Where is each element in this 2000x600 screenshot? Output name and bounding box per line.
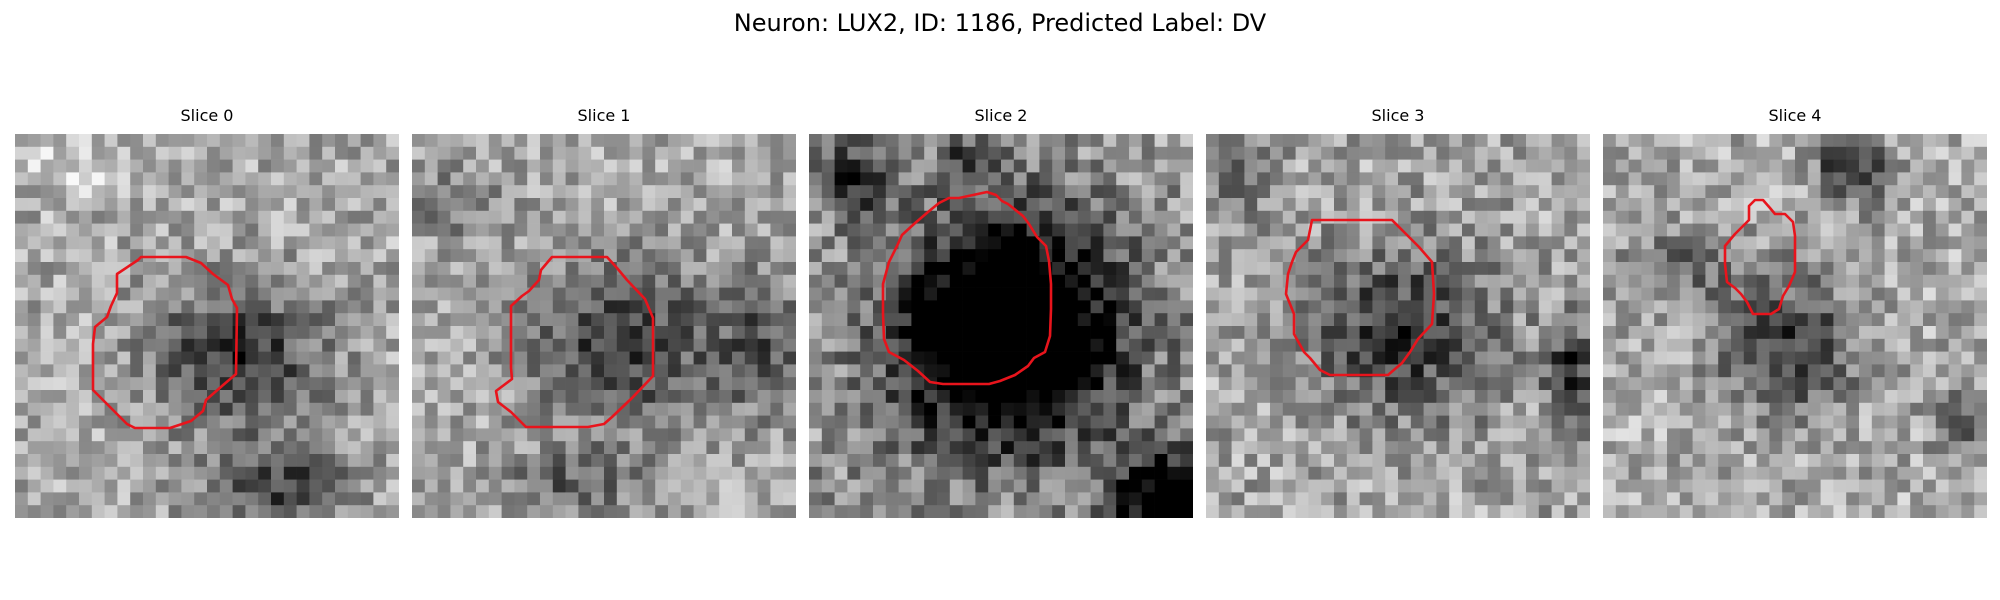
slice-pixels <box>15 134 399 518</box>
slice-title-1: Slice 1 <box>577 106 631 125</box>
slice-image-1 <box>412 134 796 518</box>
slice-title-2: Slice 2 <box>974 106 1028 125</box>
slice-pixels <box>412 134 796 518</box>
slice-pixels <box>809 134 1193 518</box>
roi-contour <box>881 190 1053 386</box>
slice-pixels <box>1603 134 1987 518</box>
slice-image-3 <box>1206 134 1590 518</box>
roi-contour <box>494 255 655 429</box>
slice-image-2 <box>809 134 1193 518</box>
slice-image-0 <box>15 134 399 518</box>
slice-image-4 <box>1603 134 1987 518</box>
roi-contour <box>1723 198 1797 316</box>
roi-contour <box>91 255 239 430</box>
roi-contour <box>1284 218 1436 377</box>
slice-title-3: Slice 3 <box>1371 106 1425 125</box>
figure-title: Neuron: LUX2, ID: 1186, Predicted Label:… <box>733 9 1267 37</box>
slice-pixels <box>1206 134 1590 518</box>
slice-title-0: Slice 0 <box>180 106 234 125</box>
slice-title-4: Slice 4 <box>1768 106 1822 125</box>
